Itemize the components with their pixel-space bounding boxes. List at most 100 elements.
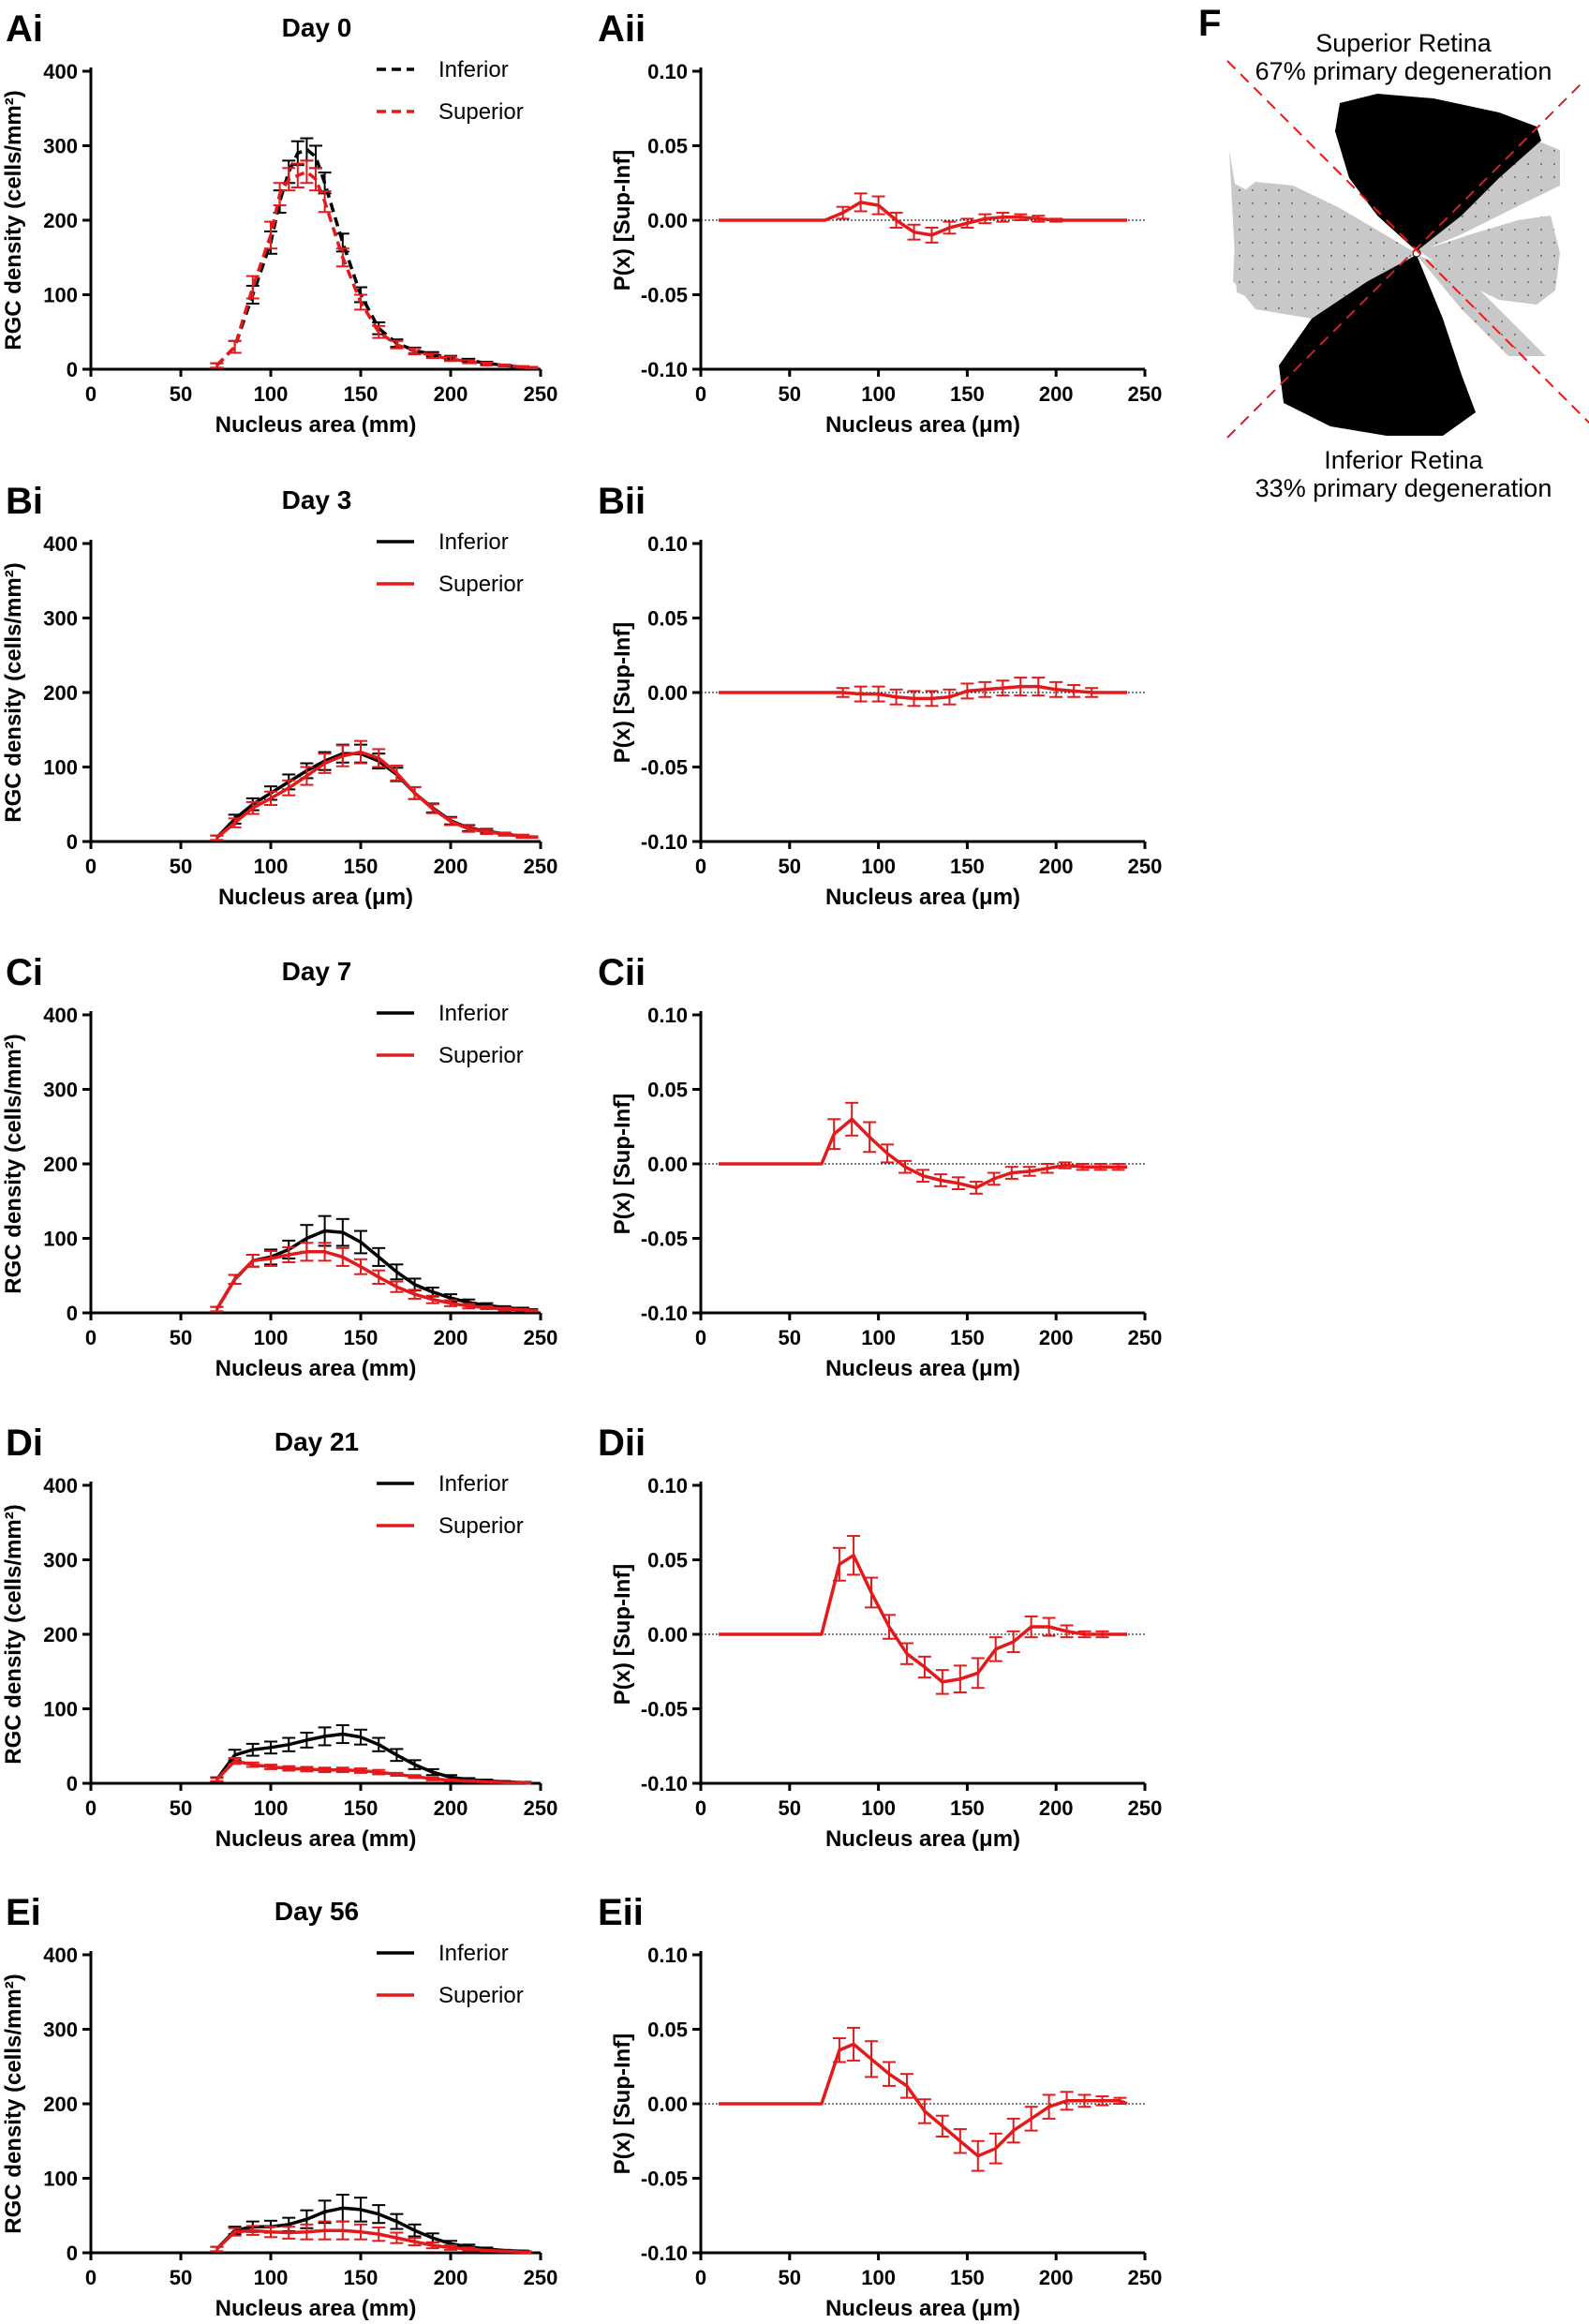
x-tick-label: 250 — [1128, 1796, 1163, 1820]
y-tick-label: -0.05 — [641, 756, 688, 780]
y-axis-label: P(x) [Sup-Inf] — [610, 1094, 635, 1235]
chart-title: Day 56 — [275, 1897, 359, 1926]
x-tick-label: 100 — [861, 1796, 896, 1820]
x-tick-label: 50 — [779, 1326, 801, 1349]
x-tick-label: 50 — [170, 1796, 192, 1820]
y-tick-label: 0 — [67, 358, 78, 381]
y-tick-label: 0 — [67, 1772, 78, 1795]
x-tick-label: 200 — [1039, 2266, 1074, 2289]
x-tick-label: 200 — [1039, 1326, 1074, 1349]
series-superior — [210, 739, 539, 842]
quadrant-divider-2 — [1226, 81, 1584, 439]
x-tick-label: 100 — [861, 1326, 896, 1349]
x-axis-label: Nucleus area (mm) — [215, 2296, 417, 2321]
x-tick-label: 50 — [779, 2266, 801, 2289]
y-tick-label: -0.05 — [641, 284, 688, 307]
x-tick-label: 0 — [695, 1796, 706, 1820]
series-line — [719, 684, 1127, 701]
panel-Ai: Ai Day 0 0 50 100 150 200 250 0 100 200 300 400 Nucle… — [1, 8, 557, 438]
x-tick-label: 150 — [344, 382, 379, 406]
x-tick-label: 100 — [254, 1796, 289, 1820]
y-tick-label: -0.10 — [641, 2242, 688, 2265]
x-tick-label: 250 — [524, 2266, 558, 2289]
x-axis-label: Nucleus area (μm) — [825, 1826, 1020, 1852]
panel-label: Cii — [598, 952, 646, 993]
x-tick-label: 150 — [950, 382, 985, 406]
y-axis-label: RGC density (cells/mm²) — [1, 562, 26, 822]
x-tick-label: 150 — [344, 1326, 379, 1349]
y-tick-label: 200 — [43, 1153, 78, 1176]
x-tick-label: 150 — [344, 2266, 379, 2289]
x-axis-label: Nucleus area (μm) — [825, 885, 1020, 910]
x-axis-label: Nucleus area (μm) — [218, 885, 413, 910]
retina-panel: F Superior Retina 67% primary degenerati… — [1198, 3, 1589, 502]
legend-label: Superior — [438, 1983, 524, 2008]
x-tick-label: 50 — [170, 2266, 192, 2289]
x-tick-label: 0 — [695, 1326, 706, 1349]
y-tick-label: 200 — [43, 1623, 78, 1646]
y-tick-label: 400 — [43, 1944, 78, 1967]
series-superior — [210, 2220, 532, 2254]
superior-degeneration-label: 67% primary degeneration — [1255, 57, 1552, 85]
retina-inferior-petal — [1279, 255, 1476, 436]
x-tick-label: 150 — [344, 1796, 379, 1820]
y-tick-label: 100 — [43, 1698, 78, 1721]
x-tick-label: 100 — [861, 2266, 896, 2289]
y-tick-label: 0 — [67, 830, 78, 854]
y-tick-label: -0.10 — [641, 1772, 688, 1795]
legend-label: Superior — [438, 1043, 524, 1068]
chart-title: Day 3 — [282, 485, 352, 514]
y-tick-label: 400 — [43, 532, 78, 556]
legend-label: Inferior — [438, 1001, 509, 1026]
y-tick-label: 0.00 — [647, 1153, 688, 1176]
y-tick-label: 0.05 — [647, 607, 688, 631]
y-tick-label: 0 — [67, 2242, 78, 2265]
y-axis-label: P(x) [Sup-Inf] — [610, 150, 635, 291]
y-axis-label: P(x) [Sup-Inf] — [610, 2034, 635, 2175]
retina-right-gray-petal — [1419, 216, 1560, 305]
x-tick-label: 0 — [85, 1796, 97, 1820]
panel-label: Eii — [598, 1892, 644, 1933]
series-inferior — [210, 137, 539, 370]
x-tick-label: 200 — [434, 1796, 468, 1820]
series-superior — [719, 192, 1127, 244]
inferior-degeneration-label: 33% primary degeneration — [1255, 474, 1552, 502]
series-superior — [210, 1756, 532, 1785]
series-superior — [719, 677, 1127, 708]
series-inferior — [210, 2193, 532, 2254]
x-tick-label: 150 — [950, 1326, 985, 1349]
y-tick-label: 0.00 — [647, 681, 688, 705]
y-tick-label: 400 — [43, 1004, 78, 1027]
y-tick-label: 0 — [67, 1302, 78, 1325]
panel-label: Ai — [6, 8, 43, 50]
y-axis-label: P(x) [Sup-Inf] — [610, 622, 635, 764]
y-tick-label: 300 — [43, 1549, 78, 1572]
x-axis-label: Nucleus area (mm) — [215, 1356, 417, 1381]
series-line — [215, 2228, 532, 2254]
chart-title: Day 0 — [282, 13, 352, 42]
y-tick-label: 0.00 — [647, 2093, 688, 2116]
y-tick-label: -0.10 — [641, 1302, 688, 1325]
panel-label: Bii — [598, 481, 646, 522]
panel-Eii: Eii 0 50 100 150 200 250 -0.10 -0.05 0.00 0.05 0.10… — [598, 1892, 1162, 2321]
y-tick-label: 100 — [43, 756, 78, 780]
inferior-retina-label: Inferior Retina — [1324, 446, 1484, 474]
y-tick-label: 400 — [43, 1474, 78, 1497]
y-tick-label: 100 — [43, 284, 78, 307]
legend-label: Inferior — [438, 529, 509, 555]
x-tick-label: 250 — [524, 382, 558, 406]
series-inferior — [210, 1214, 539, 1313]
y-tick-label: 0.05 — [647, 1079, 688, 1102]
x-tick-label: 0 — [695, 2266, 706, 2289]
superior-retina-label: Superior Retina — [1315, 29, 1492, 57]
y-tick-label: 0.10 — [647, 532, 688, 556]
retina-superior-petal — [1335, 94, 1541, 251]
y-tick-label: 200 — [43, 681, 78, 705]
legend-label: Inferior — [438, 1941, 509, 1966]
x-tick-label: 0 — [85, 2266, 97, 2289]
series-line — [719, 2042, 1128, 2158]
y-tick-label: 0.10 — [647, 60, 688, 83]
y-tick-label: 0.00 — [647, 209, 688, 232]
series-superior — [719, 1101, 1127, 1195]
x-tick-label: 200 — [434, 2266, 468, 2289]
